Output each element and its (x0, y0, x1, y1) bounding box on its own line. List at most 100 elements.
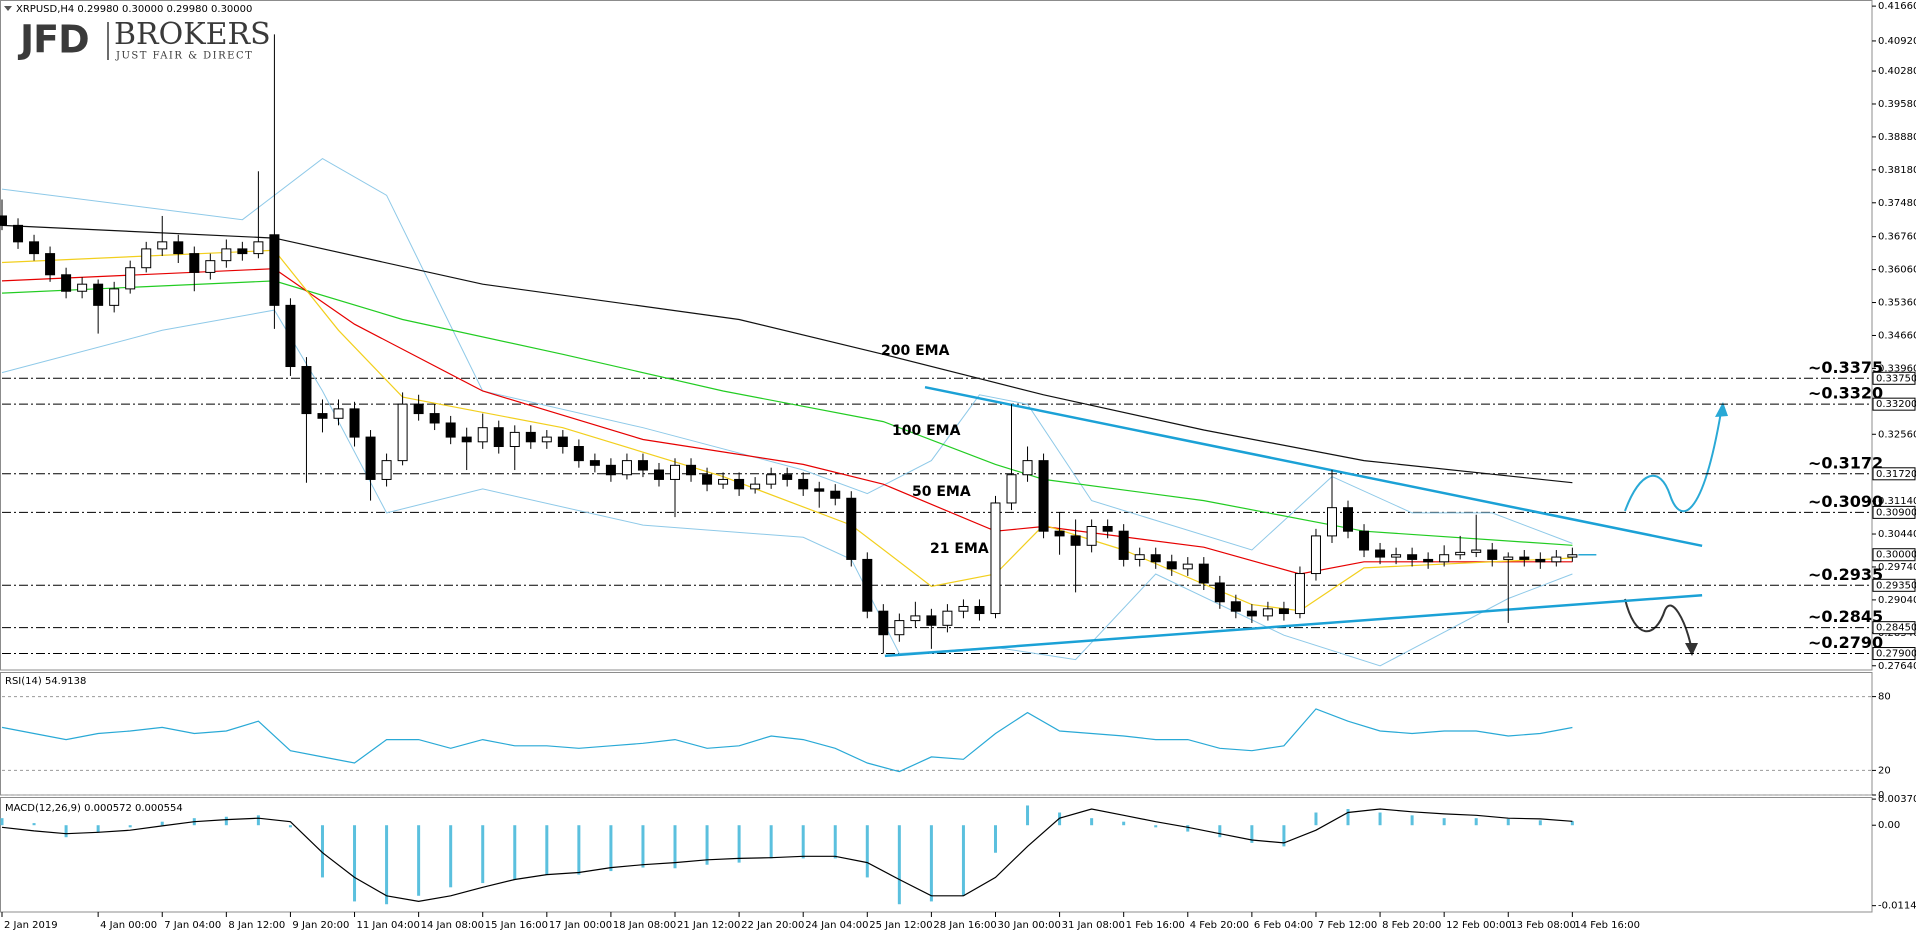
candle-body (317, 413, 328, 419)
macd-bar (673, 825, 677, 869)
x-tick-label: 4 Feb 20:00 (1190, 920, 1249, 931)
candle-body (1198, 563, 1209, 584)
candle-body (589, 460, 600, 466)
x-tick-label: 15 Jan 16:00 (485, 920, 548, 931)
macd-bar (577, 825, 581, 875)
macd-bar (1282, 825, 1286, 847)
x-tick-label: 22 Jan 20:00 (741, 920, 804, 931)
y-tick-label: 0.41660 (1878, 1, 1916, 12)
candle-body (205, 260, 216, 273)
macd-bar (545, 825, 549, 875)
candle-body (1214, 582, 1225, 603)
price-panel-title: XRPUSD,H4 0.29980 0.30000 0.29980 0.3000… (16, 4, 252, 15)
level-label: ~0.3375 (1808, 358, 1883, 377)
x-tick-label: 2 Jan 2019 (4, 920, 58, 931)
macd-bar (1410, 815, 1414, 826)
candle-body (429, 413, 440, 424)
logo-name: BROKERS (114, 17, 271, 52)
macd-bar (1570, 821, 1574, 826)
candle-body (141, 248, 152, 269)
macd-bar (32, 823, 36, 826)
macd-bar (897, 825, 901, 905)
macd-bar (1474, 818, 1478, 826)
level-axis-box (1872, 647, 1916, 661)
candle-body (189, 253, 200, 273)
level-label: ~0.2845 (1808, 607, 1883, 626)
candle-body (974, 605, 985, 615)
y-tick-label: 0.40280 (1878, 66, 1916, 77)
x-tick-label: 4 Jan 00:00 (100, 920, 157, 931)
macd-bar (1378, 812, 1382, 826)
candle-body (0, 215, 7, 226)
level-axis-label: 0.29350 (1876, 580, 1916, 591)
level-axis-box (1872, 467, 1916, 481)
rsi-line (1, 708, 1573, 773)
macd-bar (513, 825, 517, 880)
candle-body (653, 469, 664, 480)
level-label: ~0.3320 (1808, 384, 1883, 403)
level-axis-label: 0.31720 (1876, 469, 1916, 480)
macd-bar (481, 825, 485, 884)
macd-bar (705, 825, 709, 865)
candle-body (830, 490, 841, 499)
y-tick-label: 0 (1878, 790, 1884, 801)
candle-body (621, 460, 632, 476)
level-axis-box (1872, 371, 1916, 385)
candle-body (157, 241, 168, 250)
x-tick-label: 28 Jan 16:00 (933, 920, 996, 931)
candle-body (109, 288, 120, 306)
y-tick-label: 0.29040 (1878, 595, 1916, 606)
x-tick-label: 13 Feb 08:00 (1510, 920, 1576, 931)
macd-bar (1218, 825, 1222, 838)
candle-body (301, 366, 312, 415)
candle-body (942, 610, 953, 626)
y-tick-label: 0.33960 (1878, 363, 1916, 374)
candle-body (461, 436, 472, 443)
candle-body (814, 488, 825, 492)
rsi-panel-title: RSI(14) 54.9138 (5, 676, 86, 687)
x-tick-label: 24 Jan 04:00 (805, 920, 868, 931)
candle-body (894, 620, 905, 636)
menu-triangle (4, 6, 12, 11)
macd-bar (320, 825, 324, 878)
x-tick-label: 21 Jan 12:00 (677, 920, 740, 931)
candle-body (605, 464, 616, 476)
candle-body (333, 408, 344, 419)
x-tick-label: 9 Jan 20:00 (292, 920, 349, 931)
x-tick-label: 18 Jan 08:00 (613, 920, 676, 931)
trend-line (884, 593, 1703, 658)
candle-body (1134, 554, 1145, 560)
candle-body (1471, 549, 1482, 553)
candle-body (990, 502, 1001, 615)
candle-body (1310, 535, 1321, 575)
x-tick-label: 6 Feb 04:00 (1254, 920, 1313, 931)
candle-body (1102, 525, 1113, 532)
candle-body (670, 464, 681, 480)
macd-bar (288, 825, 292, 828)
candle-body (1567, 554, 1578, 558)
candle-body (61, 274, 72, 292)
candle-body (926, 615, 937, 626)
macd-bar (417, 825, 421, 896)
macd-bar (449, 825, 453, 888)
x-tick-label: 11 Jan 04:00 (357, 920, 420, 931)
candle-body (1086, 525, 1097, 546)
y-tick-label: 0.30440 (1878, 529, 1916, 540)
candle-body (413, 403, 424, 415)
candle-body (1551, 556, 1562, 563)
candle-body (45, 253, 56, 276)
level-axis-box (1872, 397, 1916, 411)
candle-body (718, 478, 729, 485)
level-label: ~0.3090 (1808, 492, 1883, 511)
macd-bar (224, 816, 228, 826)
candle-body (1439, 554, 1450, 563)
candle-body (782, 474, 793, 480)
x-tick-label: 14 Feb 16:00 (1574, 920, 1640, 931)
rsi-panel-frame (0, 672, 1873, 796)
macd-bar (641, 825, 645, 868)
macd-bar (1250, 825, 1254, 843)
y-tick-label: 0.34660 (1878, 330, 1916, 341)
macd-bar (1090, 818, 1094, 826)
candle-body (1022, 460, 1033, 476)
macd-bar (160, 821, 164, 826)
